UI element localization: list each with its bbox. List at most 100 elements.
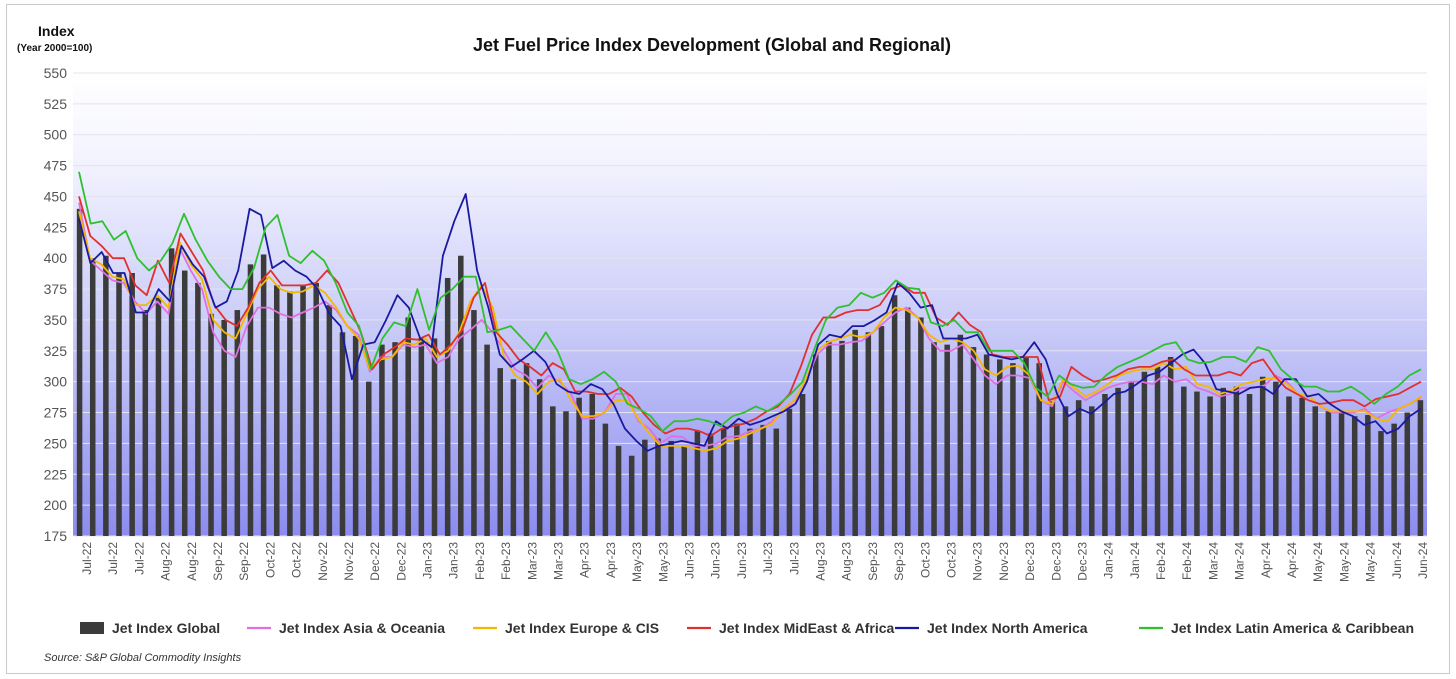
bar-global	[444, 277, 451, 536]
bar-global	[1338, 412, 1345, 536]
bar-global	[260, 254, 267, 536]
x-tick-label: Sep-22	[211, 542, 225, 581]
bar-global	[287, 291, 293, 536]
source-note: Source: S&P Global Commodity Insights	[44, 652, 242, 664]
bar-global	[168, 248, 175, 536]
bar-global	[1207, 396, 1213, 536]
bar-global	[878, 326, 885, 536]
x-tick-label: Sep-23	[892, 542, 906, 581]
bar-global	[668, 440, 674, 536]
bar-global	[1154, 366, 1161, 536]
y-tick-label: 525	[44, 96, 68, 112]
x-tick-label: Nov-22	[316, 542, 330, 581]
bar-global	[642, 439, 648, 536]
gridlines	[73, 72, 1427, 537]
x-tick-label: May-24	[1364, 542, 1378, 582]
bar-global	[234, 310, 241, 536]
bar-global	[89, 258, 96, 536]
legend-label: Jet Index MidEast & Africa	[719, 620, 895, 636]
y-axis-label: Index	[38, 23, 75, 39]
bar-global	[970, 347, 977, 536]
bar-global	[313, 282, 319, 536]
bar-global	[694, 431, 701, 536]
bar-global	[904, 307, 911, 536]
x-tick-label: Sep-23	[866, 542, 880, 581]
bar-global	[602, 423, 609, 536]
bar-global	[1181, 386, 1187, 536]
x-tick-label: Jul-22	[132, 542, 146, 575]
chart-svg: Jet Fuel Price Index Development (Global…	[17, 23, 1430, 664]
x-tick-label: Jun-24	[1416, 542, 1430, 579]
bar-global	[1404, 412, 1411, 536]
bar-global	[707, 433, 714, 536]
x-tick-label: May-23	[630, 542, 644, 582]
x-tick-label: Aug-22	[159, 542, 173, 581]
bar-global	[1273, 381, 1279, 536]
bar-global	[852, 329, 858, 536]
bar-global	[1325, 411, 1332, 536]
legend-label: Jet Index Asia & Oceania	[279, 620, 445, 636]
x-tick-label: Dec-22	[368, 542, 382, 581]
bar-global	[1036, 363, 1042, 536]
bar-global	[655, 438, 661, 536]
bar-global	[681, 445, 688, 536]
x-axis-ticks: Jul-22 Jul-22 Jul-22 Aug-22 Aug-22 Sep-22 Sep-…	[80, 542, 1430, 582]
y-tick-label: 175	[44, 528, 68, 544]
bar-global	[523, 363, 530, 536]
bar-global	[1299, 397, 1305, 536]
x-tick-label: Mar-24	[1233, 542, 1247, 580]
x-tick-label: Oct-22	[263, 542, 277, 578]
bar-global	[734, 423, 740, 536]
x-tick-label: May-23	[656, 542, 670, 582]
bar-global	[392, 342, 398, 536]
bar-global	[1351, 416, 1358, 536]
x-tick-label: Dec-22	[394, 542, 408, 581]
bar-global	[1128, 381, 1134, 536]
bar-global	[918, 317, 924, 536]
x-tick-label: Aug-23	[814, 542, 828, 581]
bar-global	[747, 428, 753, 536]
bar-global	[1312, 406, 1319, 536]
bar-global	[1049, 401, 1056, 536]
x-tick-label: Dec-23	[1076, 542, 1090, 581]
bar-global	[1023, 356, 1029, 536]
bar-global	[931, 342, 937, 536]
series-line-jet-index-north-america	[78, 193, 1422, 452]
x-tick-label: Mar-23	[552, 542, 566, 580]
series-line-jet-index-latin-america-caribbean	[78, 171, 1422, 433]
legend-label: Jet Index North America	[927, 620, 1088, 636]
bar-global	[247, 264, 254, 536]
bar-global	[1141, 371, 1148, 536]
bar-global	[418, 338, 425, 536]
legend: Jet Index Global Jet Index Asia & Oceania…	[80, 620, 1414, 636]
bar-global	[1075, 400, 1082, 536]
bar-global	[76, 208, 83, 536]
bar-global	[352, 335, 359, 536]
bar-global	[760, 424, 766, 536]
x-tick-label: Mar-24	[1206, 542, 1220, 580]
bar-global	[1089, 406, 1095, 536]
y-axis-ticks: 175 200 225 250 275 300 325 350 375 400 425 450 475 5…	[44, 65, 68, 544]
x-tick-label: Jul-22	[106, 542, 120, 575]
bar-global	[497, 368, 503, 536]
x-tick-label: Apr-23	[578, 542, 592, 578]
bar-global	[405, 317, 411, 536]
bar-global	[589, 394, 596, 536]
y-tick-label: 200	[44, 497, 68, 513]
bar-global	[129, 273, 135, 536]
bar-global	[576, 397, 582, 536]
bar-global	[997, 359, 1003, 536]
y-axis-sublabel: (Year 2000=100)	[17, 43, 92, 54]
bar-global	[458, 255, 464, 537]
x-tick-label: Jun-23	[735, 542, 749, 579]
x-tick-label: Apr-24	[1285, 542, 1299, 578]
bar-global	[273, 285, 280, 536]
bar-global	[484, 344, 490, 536]
x-tick-label: Jun-23	[709, 542, 723, 579]
y-tick-label: 425	[44, 219, 68, 235]
bar-global	[1220, 387, 1227, 536]
series-line-jet-index-mideast-africa	[78, 196, 1422, 437]
series-line-jet-index-europe-cis	[78, 211, 1422, 452]
bar-global	[155, 297, 162, 536]
legend-label: Jet Index Europe & CIS	[505, 620, 659, 636]
